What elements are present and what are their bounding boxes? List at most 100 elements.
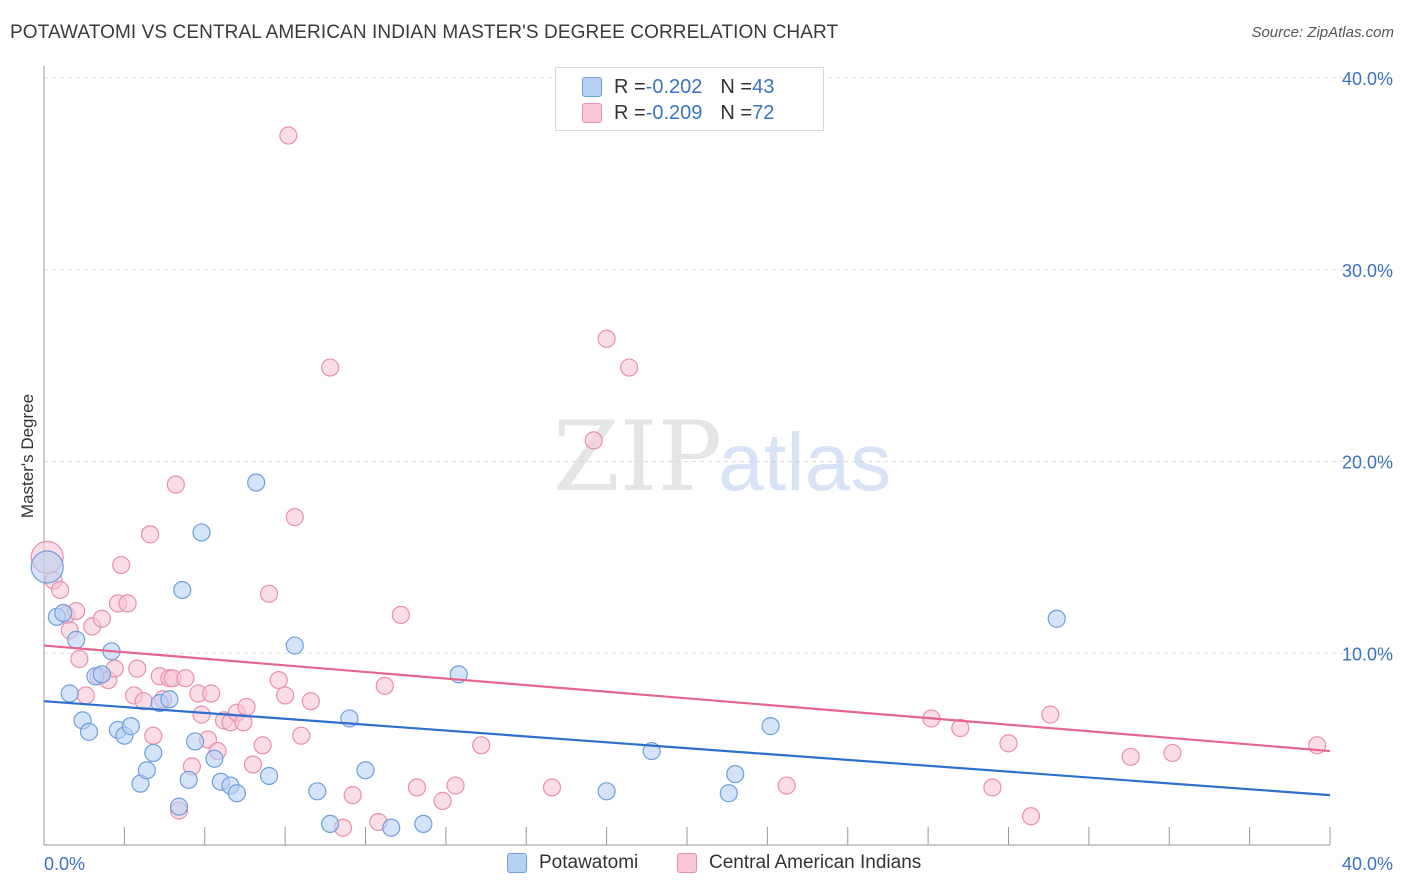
central-american-point — [375, 676, 394, 695]
central-american-point — [542, 778, 562, 797]
x-tick-label: 0.0% — [44, 854, 85, 874]
r-label: R = — [614, 101, 646, 124]
potawatomi-point — [186, 732, 205, 751]
potawatomi-point — [761, 717, 780, 736]
central-american-point — [285, 508, 304, 527]
y-tick-label: 40.0% — [1342, 69, 1393, 89]
central-american-point — [166, 475, 185, 494]
y-tick-label: 20.0% — [1342, 453, 1393, 473]
stats-legend-row-central-american: R = -0.209 N = 72 — [582, 101, 774, 125]
central-american-point — [777, 776, 796, 795]
potawatomi-point — [247, 473, 266, 492]
central-american-point — [243, 755, 263, 774]
potawatomi-point — [54, 603, 73, 623]
central-american-point — [1121, 747, 1140, 766]
central-american-point — [597, 329, 616, 348]
potawatomi-point — [382, 818, 401, 837]
n-value: 72 — [752, 101, 775, 124]
central-american-point — [269, 670, 288, 690]
potawatomi-point — [192, 523, 211, 542]
potawatomi-point — [92, 665, 111, 684]
watermark-zip: ZIP — [553, 401, 722, 513]
y-tick-label: 10.0% — [1342, 644, 1393, 664]
legend-item-potawatomi[interactable]: Potawatomi — [507, 852, 638, 874]
axis-labels: Master's Degree 10.0% 20.0% 30.0% 40.0% 0.0%… — [18, 69, 1393, 874]
central-american-point — [76, 686, 95, 705]
potawatomi-point — [67, 630, 86, 649]
central-american-point — [584, 431, 603, 450]
potawatomi-point — [60, 684, 79, 703]
potawatomi-swatch — [507, 853, 527, 873]
central-american-point — [407, 778, 427, 797]
stats-legend: R = -0.202 N = 43 R = -0.209 N = 72 — [555, 67, 824, 131]
central-american-point — [983, 778, 1002, 797]
potawatomi-point — [121, 717, 140, 736]
watermark-atlas: atlas — [718, 417, 891, 508]
central-american-point — [279, 126, 298, 145]
central-american-point — [1041, 705, 1060, 724]
potawatomi-point — [79, 722, 99, 741]
potawatomi-point — [414, 814, 433, 834]
potawatomi-point — [137, 761, 156, 780]
chart-source: Source: ZipAtlas.com — [1251, 24, 1394, 41]
central-american-point — [253, 736, 272, 755]
data-points — [30, 126, 1327, 837]
potawatomi-point — [205, 749, 224, 768]
chart-title: POTAWATOMI VS CENTRAL AMERICAN INDIAN MA… — [10, 22, 839, 43]
potawatomi-swatch — [582, 77, 602, 97]
legend-item-central-american-indians[interactable]: Central American Indians — [677, 852, 921, 874]
y-axis-label: Master's Degree — [18, 394, 37, 518]
central-american-point — [144, 726, 163, 745]
central-american-point — [292, 726, 311, 745]
potawatomi-point — [173, 580, 192, 600]
n-value: 43 — [752, 75, 775, 98]
r-label: R = — [614, 75, 646, 98]
r-value: -0.202 — [645, 75, 703, 98]
central-american-point — [128, 659, 147, 678]
potawatomi-point — [726, 764, 745, 784]
central-american-swatch — [582, 103, 602, 123]
potawatomi-point — [227, 784, 246, 803]
series-legend: Potawatomi Central American Indians — [0, 852, 1406, 878]
potawatomi-point — [285, 636, 304, 655]
central-american-point — [999, 734, 1018, 753]
central-american-point — [620, 358, 639, 377]
central-american-point — [176, 669, 195, 688]
central-american-point — [202, 684, 221, 703]
central-american-point — [472, 736, 491, 755]
potawatomi-point — [169, 797, 189, 816]
central-american-point — [951, 718, 970, 738]
central-american-point — [446, 776, 465, 795]
central-american-point — [112, 555, 131, 575]
potawatomi-point — [160, 690, 179, 709]
potawatomi-trend-line — [43, 700, 1331, 797]
central-american-swatch — [677, 853, 697, 873]
central-american-point — [321, 358, 340, 377]
r-value: -0.209 — [645, 101, 703, 124]
central-american-point — [140, 525, 160, 544]
legend-label-central-american-indians: Central American Indians — [709, 852, 922, 873]
central-american-point — [259, 584, 279, 603]
central-american-point — [1021, 807, 1041, 826]
grid-lines — [44, 77, 1392, 654]
x-tick-label: 40.0% — [1342, 854, 1393, 874]
y-tick-label: 30.0% — [1342, 261, 1393, 281]
trend-lines — [43, 644, 1331, 797]
central-american-point — [343, 786, 362, 805]
potawatomi-point — [719, 784, 738, 803]
legend-label-potawatomi: Potawatomi — [539, 852, 639, 873]
potawatomi-point — [356, 761, 375, 780]
potawatomi-point — [30, 550, 64, 584]
watermark: ZIP atlas — [553, 401, 891, 513]
central-american-point — [301, 692, 320, 711]
central-american-point — [118, 594, 137, 613]
n-label: N = — [720, 101, 753, 124]
potawatomi-point — [597, 782, 616, 801]
potawatomi-point — [144, 743, 163, 763]
potawatomi-point — [179, 770, 198, 789]
central-american-point — [50, 580, 70, 600]
central-american-point — [1163, 743, 1182, 763]
central-american-point — [237, 697, 256, 717]
central-american-point — [70, 649, 89, 669]
